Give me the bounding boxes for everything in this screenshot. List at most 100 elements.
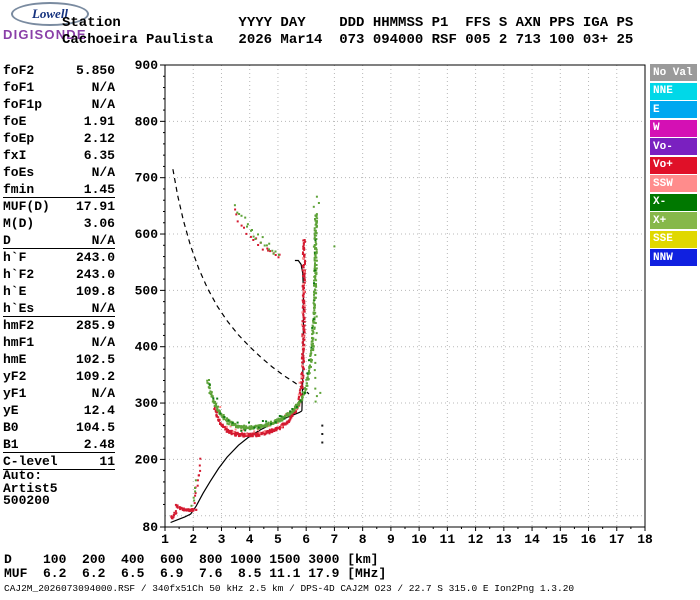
param-value: N/A bbox=[91, 386, 115, 401]
echo-dot bbox=[314, 322, 317, 324]
echo-dot bbox=[306, 377, 309, 380]
echo-dot bbox=[212, 398, 215, 401]
echo-dot bbox=[236, 421, 239, 424]
echo-dot bbox=[303, 270, 306, 273]
echo-dot bbox=[221, 423, 224, 426]
param-label: Auto: bbox=[3, 468, 43, 483]
param-label: 500200 bbox=[3, 493, 50, 508]
x-axis-tick-label: 15 bbox=[552, 532, 568, 547]
echo-dot bbox=[265, 423, 268, 426]
echo-dot bbox=[254, 424, 257, 427]
param-row: Auto: bbox=[3, 468, 115, 483]
distance-row: D 100 200 400 600 800 1000 1500 3000 [km… bbox=[4, 552, 379, 567]
param-row: foF2 5.850 bbox=[3, 62, 115, 79]
y-axis-tick-label: 800 bbox=[135, 114, 159, 129]
echo-dot bbox=[303, 302, 306, 305]
echo-dot bbox=[292, 408, 295, 411]
echo-dot bbox=[182, 509, 185, 512]
echo-dot bbox=[192, 509, 195, 512]
echo-dot bbox=[279, 417, 282, 420]
echo-dot bbox=[227, 430, 229, 433]
echo-dot bbox=[270, 429, 273, 432]
echo-dot bbox=[313, 229, 316, 232]
echo-dot bbox=[304, 240, 307, 243]
legend-item-label: No Val bbox=[653, 66, 693, 79]
echo-dot bbox=[313, 293, 315, 296]
echo-dot bbox=[314, 272, 317, 275]
echo-dot bbox=[268, 428, 271, 431]
echo-dot bbox=[229, 421, 232, 424]
lowell-logo-text: Lowell bbox=[31, 6, 69, 21]
echo-dot bbox=[313, 266, 316, 269]
echo-dot bbox=[277, 253, 280, 256]
param-label: h`F2 bbox=[3, 267, 35, 282]
echo-dot bbox=[265, 424, 268, 427]
echo-dot bbox=[255, 435, 258, 438]
echo-dot bbox=[192, 496, 195, 499]
legend-item-x+: X+ bbox=[650, 212, 697, 229]
param-value: 102.5 bbox=[75, 352, 115, 367]
echo-dot bbox=[194, 479, 197, 482]
echo-dot bbox=[315, 272, 318, 275]
echo-dot bbox=[230, 430, 233, 433]
echo-dot bbox=[235, 431, 238, 434]
echo-dot bbox=[293, 409, 296, 412]
echo-dot bbox=[312, 245, 315, 248]
param-row: h`F2 243.0 bbox=[3, 266, 115, 283]
echo-dot bbox=[190, 504, 193, 507]
echo-dot bbox=[303, 299, 306, 302]
echo-dot bbox=[208, 379, 210, 381]
echo-dot bbox=[301, 264, 304, 267]
echo-dot bbox=[315, 223, 318, 226]
echo-dot bbox=[314, 254, 317, 257]
x-axis-tick-label: 1 bbox=[161, 532, 169, 547]
echo-dot bbox=[174, 510, 177, 513]
echo-dot bbox=[301, 294, 304, 297]
echo-dot bbox=[187, 508, 190, 511]
echo-dot bbox=[333, 245, 336, 248]
echo-dot bbox=[300, 323, 303, 326]
param-label: fmin bbox=[3, 182, 35, 197]
x-axis-tick-label: 5 bbox=[274, 532, 282, 547]
echo-dot bbox=[226, 417, 228, 420]
echo-dot bbox=[268, 248, 270, 251]
echo-dot bbox=[286, 414, 289, 417]
echo-dot bbox=[280, 425, 283, 428]
echo-dot bbox=[303, 248, 306, 251]
echo-dot bbox=[266, 247, 269, 250]
echo-dot bbox=[302, 326, 305, 329]
echo-dot bbox=[192, 508, 195, 511]
param-value: 243.0 bbox=[75, 250, 115, 265]
echo-dot bbox=[261, 420, 264, 422]
echo-dot bbox=[321, 441, 324, 444]
echo-dot bbox=[316, 220, 318, 223]
echo-dot bbox=[252, 235, 255, 238]
echo-dot bbox=[295, 408, 298, 411]
echo-dot bbox=[257, 428, 260, 431]
x-axis-tick-label: 13 bbox=[496, 532, 512, 547]
y-axis-tick-label: 400 bbox=[135, 340, 159, 355]
echo-dot bbox=[313, 296, 316, 299]
echo-dot bbox=[279, 426, 282, 429]
echo-dot bbox=[253, 426, 256, 429]
echo-dot bbox=[313, 258, 316, 261]
echo-dot bbox=[289, 410, 292, 413]
echo-dot bbox=[304, 259, 307, 262]
echo-dot bbox=[276, 420, 279, 422]
y-axis-tick-label: 600 bbox=[135, 227, 159, 242]
echo-dot bbox=[303, 253, 306, 256]
header-column-titles: Station YYYY DAY DDD HHMMSS P1 FFS S AXN… bbox=[62, 15, 634, 31]
echo-dot bbox=[261, 424, 264, 427]
echo-dot bbox=[199, 457, 202, 460]
param-row: h`E 109.8 bbox=[3, 283, 115, 300]
param-label: yF1 bbox=[3, 386, 27, 401]
echo-dot bbox=[315, 279, 318, 282]
legend-item-nne: NNE bbox=[650, 82, 697, 100]
param-label: foE bbox=[3, 114, 27, 129]
digisonde-brand-text: DIGISONDE bbox=[3, 27, 87, 42]
echo-dot bbox=[303, 273, 306, 276]
echo-dot bbox=[314, 219, 317, 222]
param-label: D bbox=[3, 233, 11, 248]
curve-muf-transmission-curve bbox=[172, 169, 310, 395]
echo-dot bbox=[263, 430, 266, 433]
